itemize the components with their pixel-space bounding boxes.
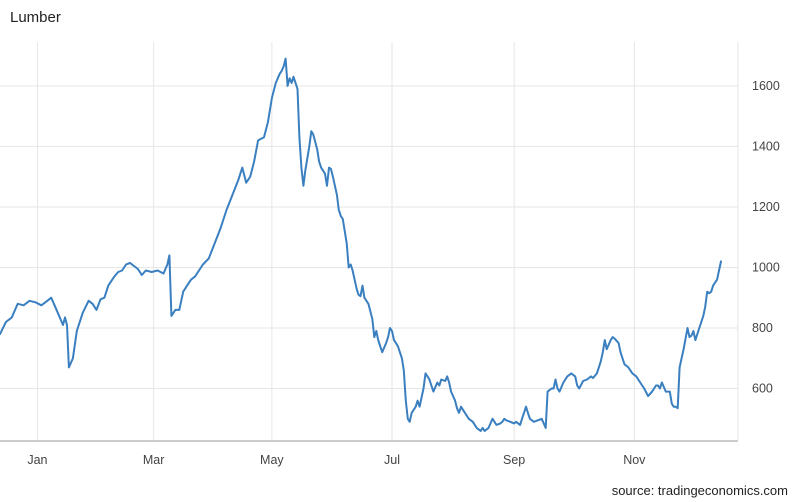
x-tick-label: Mar bbox=[143, 453, 165, 467]
x-tick-label: Sep bbox=[503, 453, 525, 467]
x-tick-labels: Jan Mar May Jul Sep Nov bbox=[27, 453, 646, 467]
y-tick-label: 800 bbox=[752, 321, 773, 335]
price-line bbox=[0, 57, 722, 432]
x-tick-label: Nov bbox=[623, 453, 646, 467]
grid-lines bbox=[0, 42, 739, 440]
y-tick-label: 1000 bbox=[752, 260, 780, 274]
x-tick-label: Jan bbox=[27, 453, 47, 467]
y-tick-label: 600 bbox=[752, 382, 773, 396]
x-tick-label: May bbox=[260, 453, 284, 467]
chart-title: Lumber bbox=[10, 9, 61, 26]
y-tick-label: 1600 bbox=[752, 79, 780, 93]
y-tick-labels: 600 800 1000 1200 1400 1600 bbox=[752, 79, 780, 396]
source-credit: source: tradingeconomics.com bbox=[611, 483, 788, 498]
y-tick-label: 1200 bbox=[752, 200, 780, 214]
y-tick-label: 1400 bbox=[752, 139, 780, 153]
x-tick-label: Jul bbox=[384, 453, 400, 467]
